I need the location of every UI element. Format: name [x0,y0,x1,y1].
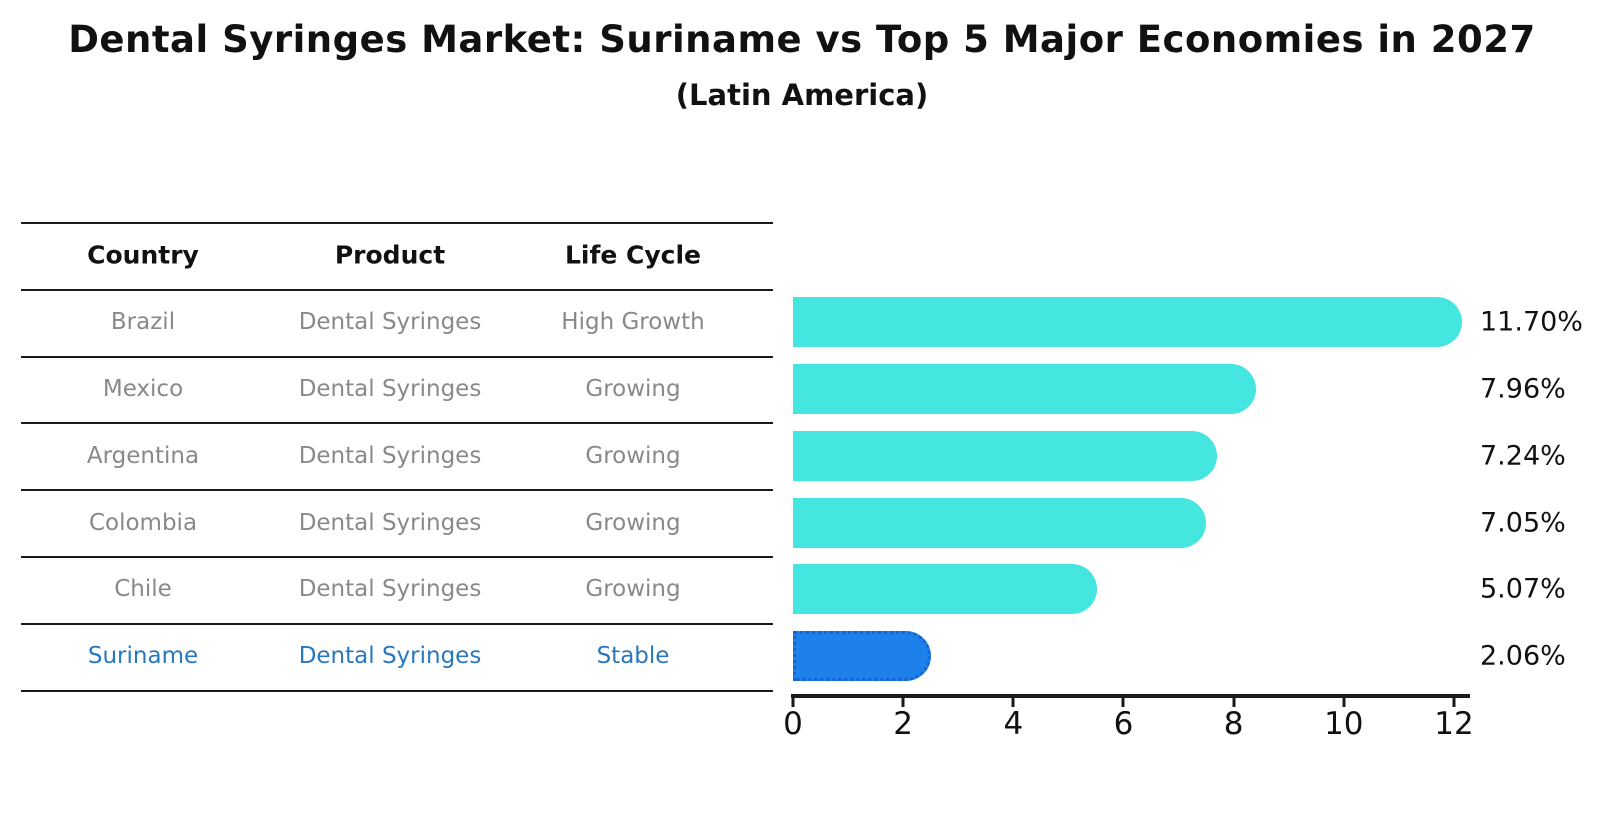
table-header-product: Product [334,240,446,270]
bar-mexico [793,364,1257,414]
bar-value-label: 5.07% [1480,573,1566,605]
x-axis-tick [1232,698,1236,707]
table-cell-life-cycle: High Growth [561,309,705,336]
table-cell-country: Argentina [86,442,200,469]
x-axis-tick-label: 0 [783,706,803,742]
table-cell-country: Brazil [110,309,176,336]
x-axis-tick [1342,698,1346,707]
x-axis-line [791,694,1470,698]
x-axis-tick-label: 4 [1003,706,1024,742]
bar-colombia [793,497,1207,548]
table-header-life-cycle: Life Cycle [564,240,702,270]
bar-suriname [793,631,932,682]
table-header-country: Country [87,240,199,270]
x-axis-tick [1452,698,1456,707]
table-cell-country: Colombia [88,509,198,536]
table-rule [21,355,773,358]
bar-value-label: 7.05% [1480,507,1566,539]
bar-argentina [793,430,1217,481]
table-cell-country: Suriname [87,643,199,670]
chart-title: Dental Syringes Market: Suriname vs Top … [68,18,1536,61]
table-rule [21,489,773,492]
table-cell-product: Dental Syringes [298,509,482,536]
x-axis-tick-label: 2 [893,706,914,742]
x-axis-tick [901,698,905,707]
x-axis-tick [1121,698,1125,707]
table-rule [21,288,773,291]
bar-value-label: 11.70% [1480,306,1583,338]
x-axis-tick-label: 12 [1434,706,1474,742]
table-cell-product: Dental Syringes [298,442,482,469]
table-cell-country: Mexico [102,376,184,402]
table-rule [21,222,773,224]
chart-subtitle: (Latin America) [675,78,929,112]
bar-brazil [793,297,1463,348]
bar-chile [793,564,1098,615]
table-cell-life-cycle: Growing [585,509,681,536]
table-cell-life-cycle: Growing [585,376,681,402]
bar-value-label: 7.96% [1480,373,1566,405]
table-cell-product: Dental Syringes [298,576,482,603]
table-cell-product: Dental Syringes [298,376,482,402]
table-rule [21,556,773,558]
x-axis-tick [1011,698,1015,707]
table-cell-product: Dental Syringes [298,309,482,336]
x-axis-tick [791,698,795,707]
table-cell-product: Dental Syringes [298,643,482,670]
table-cell-life-cycle: Stable [596,643,670,670]
table-cell-country: Chile [114,576,172,603]
table-cell-life-cycle: Growing [585,442,681,469]
table-rule [21,622,773,625]
table-cell-life-cycle: Growing [585,576,681,603]
bar-value-label: 7.24% [1480,440,1566,472]
x-axis-tick-label: 6 [1113,706,1134,742]
table-rule [21,422,773,425]
bar-value-label: 2.06% [1480,640,1566,672]
x-axis-tick-label: 8 [1223,706,1244,742]
table-rule [21,689,773,692]
x-axis-tick-label: 10 [1324,706,1364,742]
